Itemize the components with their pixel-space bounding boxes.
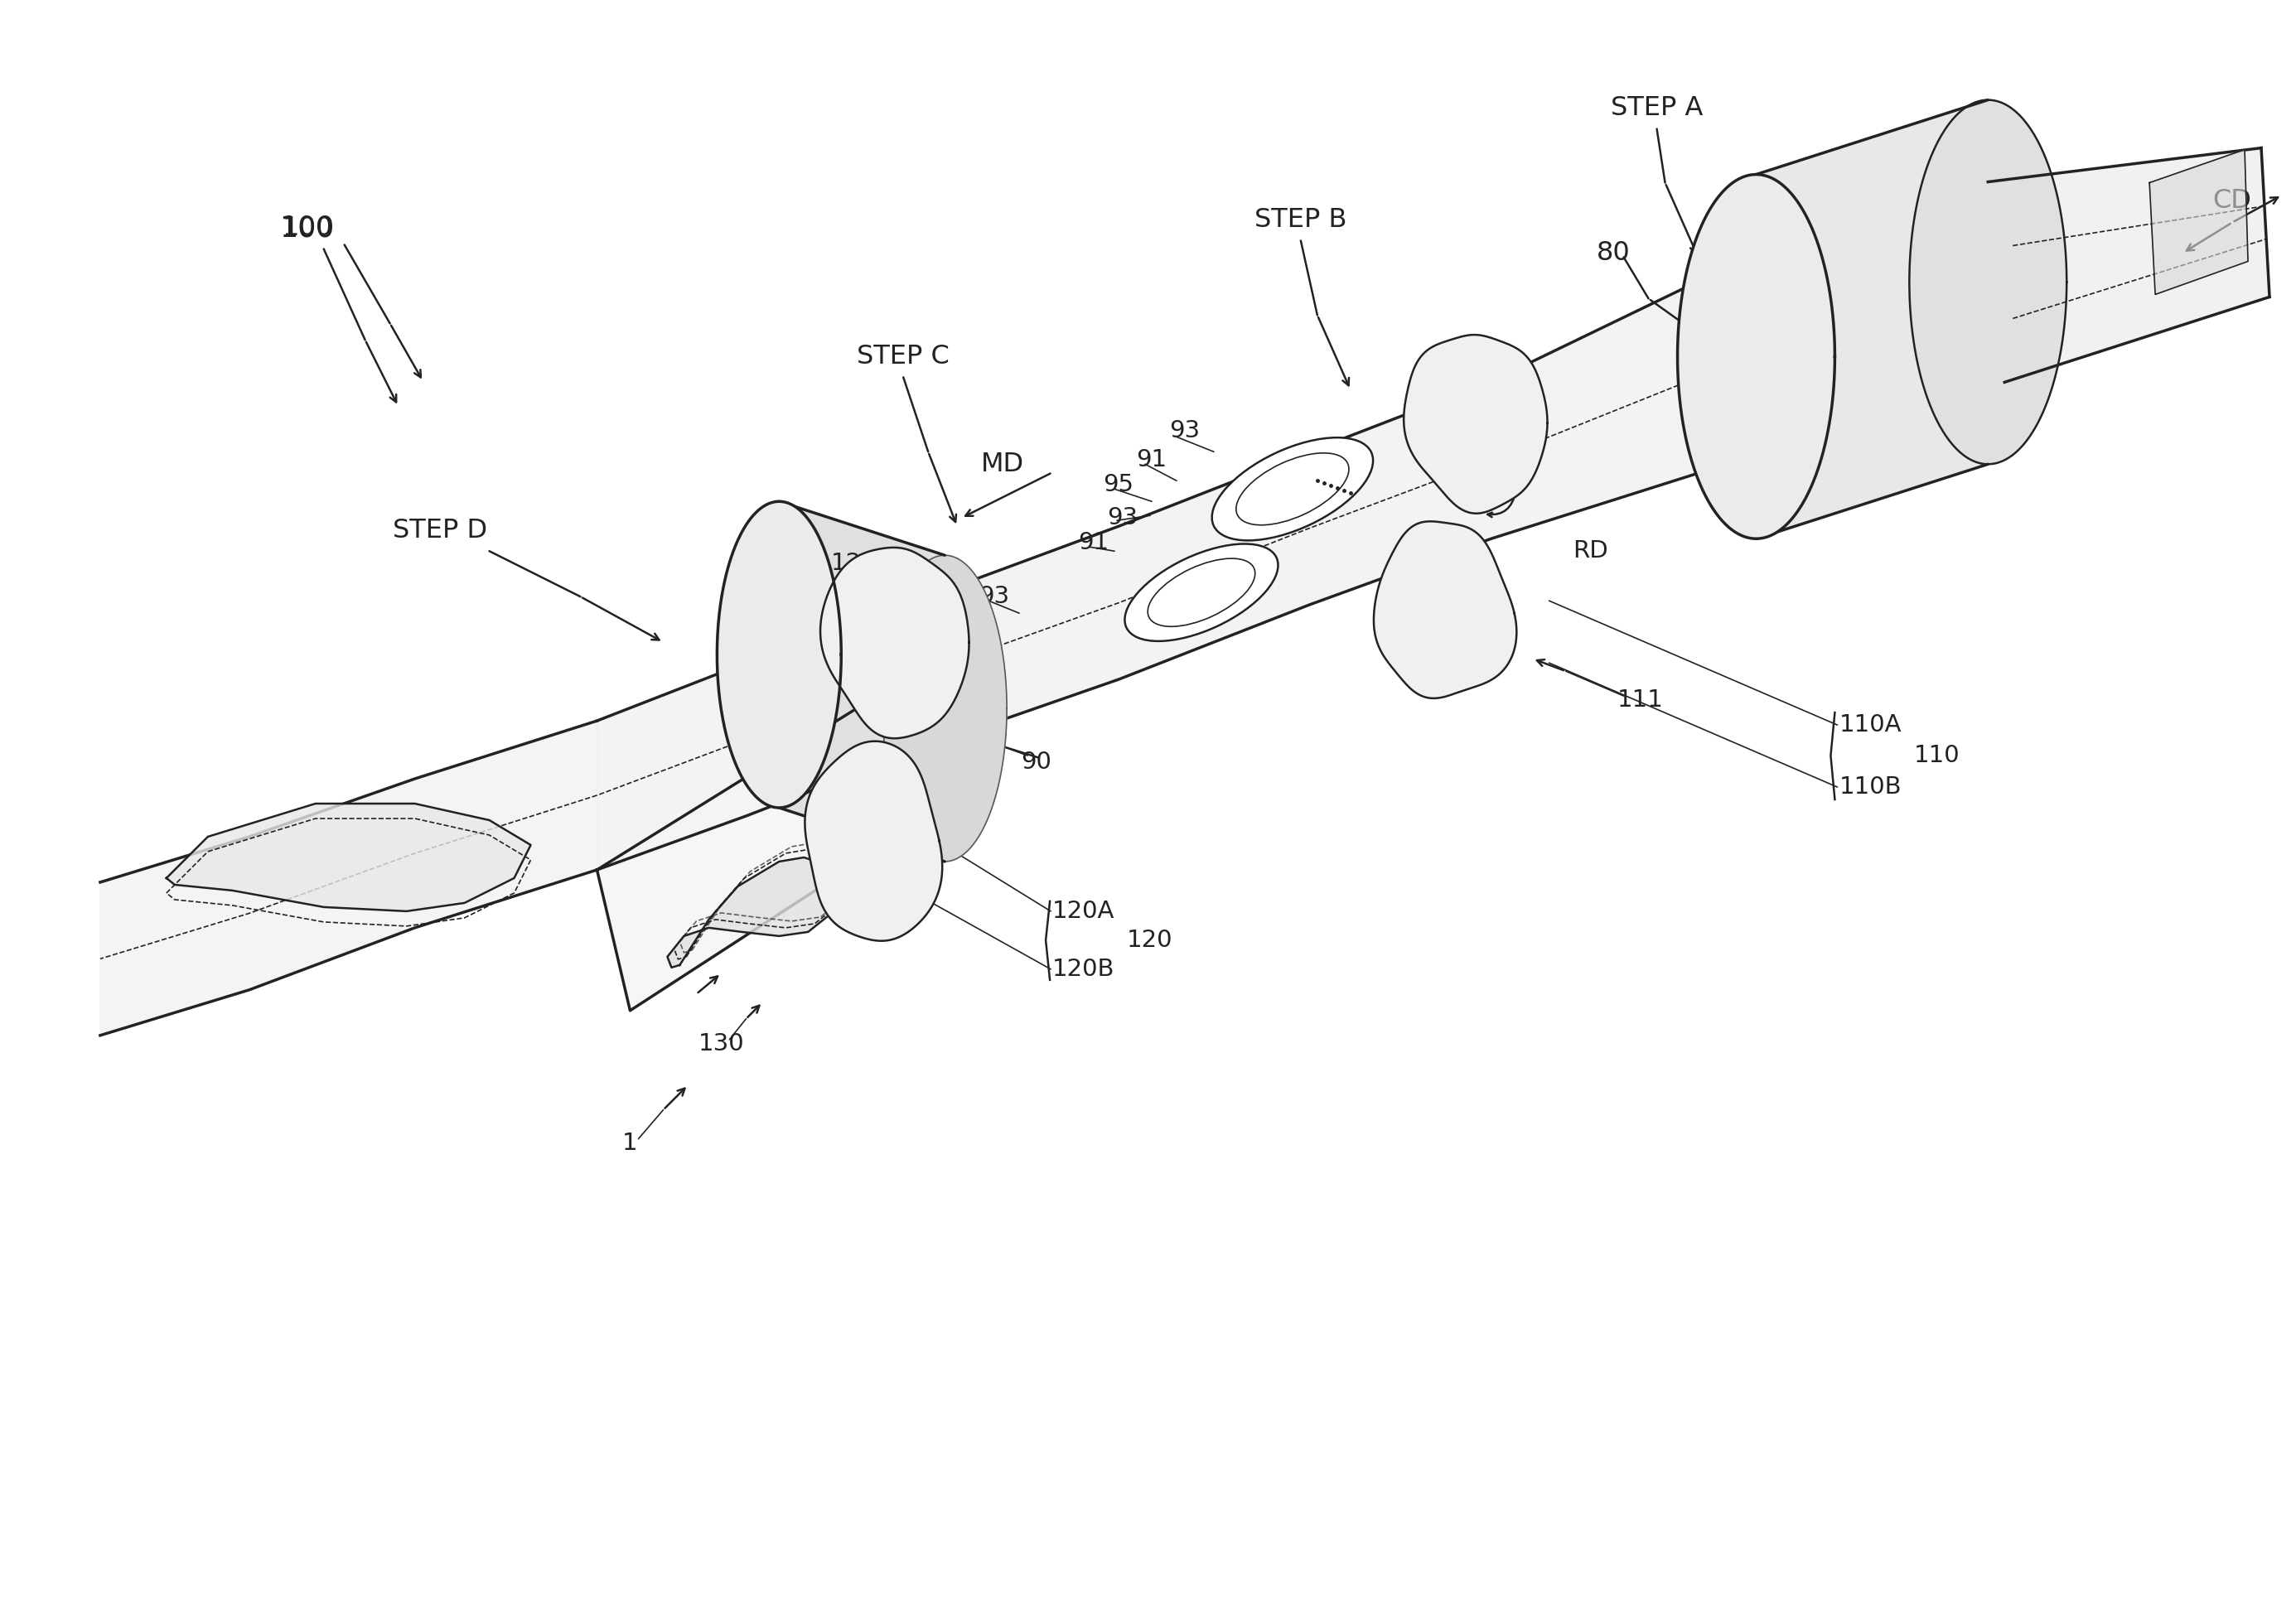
Polygon shape xyxy=(778,502,944,861)
Text: 95: 95 xyxy=(916,697,948,719)
Polygon shape xyxy=(882,555,1008,861)
Text: 120B: 120B xyxy=(1052,958,1116,981)
Polygon shape xyxy=(1988,148,2268,382)
Text: 91: 91 xyxy=(1079,531,1109,555)
Text: 121: 121 xyxy=(831,552,877,576)
Text: STEP A: STEP A xyxy=(1612,95,1704,121)
Ellipse shape xyxy=(1125,544,1279,640)
Text: 93: 93 xyxy=(946,676,976,700)
Text: 110B: 110B xyxy=(1839,776,1901,798)
Polygon shape xyxy=(101,721,597,1036)
Polygon shape xyxy=(1678,174,1835,539)
Text: 91: 91 xyxy=(921,652,953,674)
Polygon shape xyxy=(716,502,840,808)
Polygon shape xyxy=(806,742,941,940)
Polygon shape xyxy=(165,803,530,911)
Text: 110A: 110A xyxy=(1839,713,1901,737)
Polygon shape xyxy=(2149,150,2248,295)
Text: 90: 90 xyxy=(1019,750,1052,774)
Text: 130: 130 xyxy=(698,1032,744,1055)
Text: RD: RD xyxy=(861,805,895,827)
Polygon shape xyxy=(1910,100,2066,465)
Polygon shape xyxy=(597,679,937,1011)
Text: 111: 111 xyxy=(1616,689,1662,711)
Polygon shape xyxy=(1403,336,1548,513)
Text: STEP B: STEP B xyxy=(1254,206,1348,232)
Text: 91: 91 xyxy=(1137,448,1166,471)
Polygon shape xyxy=(1373,521,1518,698)
Text: RD: RD xyxy=(1573,539,1607,563)
Text: 110: 110 xyxy=(1913,744,1958,768)
Text: CD: CD xyxy=(2213,189,2252,215)
Polygon shape xyxy=(820,547,969,739)
Text: 1: 1 xyxy=(622,1131,638,1155)
Text: STEP D: STEP D xyxy=(393,518,487,544)
Ellipse shape xyxy=(1212,437,1373,540)
Text: MD: MD xyxy=(980,452,1024,477)
Polygon shape xyxy=(668,858,838,968)
Text: STEP C: STEP C xyxy=(856,344,951,369)
Polygon shape xyxy=(1756,100,1988,539)
Text: 91: 91 xyxy=(955,610,985,632)
Text: 93: 93 xyxy=(1169,419,1201,442)
Text: 120: 120 xyxy=(1127,929,1173,952)
Polygon shape xyxy=(597,261,1740,869)
Text: 93: 93 xyxy=(1107,506,1139,529)
Text: 100: 100 xyxy=(282,216,333,240)
Text: 95: 95 xyxy=(1104,473,1134,497)
Text: 120A: 120A xyxy=(1052,900,1116,923)
Text: 100: 100 xyxy=(280,215,335,242)
Text: 93: 93 xyxy=(978,586,1010,608)
Text: 80: 80 xyxy=(1596,240,1630,266)
